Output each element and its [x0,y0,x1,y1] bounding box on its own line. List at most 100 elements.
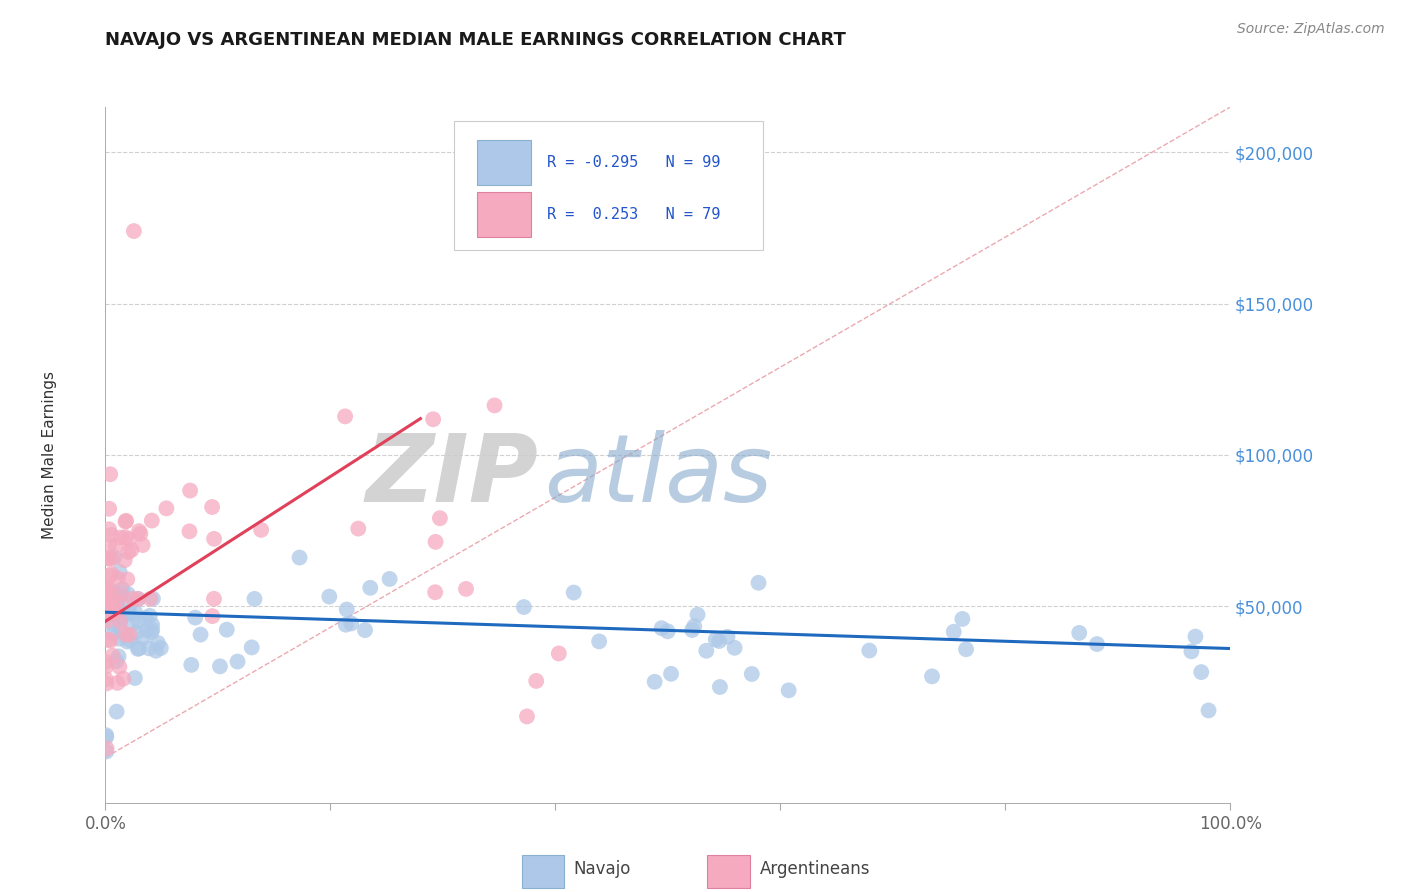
Point [97,601,120,615]
Point [422,412,444,426]
Point [98,522,121,536]
Point [588,634,610,648]
Point [921,669,943,683]
Point [101,605,124,619]
Point [425,534,447,549]
Point [141,625,163,640]
Point [103,550,125,565]
Point [333,409,356,424]
Point [955,642,977,657]
Point [110,623,132,637]
Point [131,538,153,552]
FancyBboxPatch shape [477,140,530,186]
Point [202,532,225,546]
Point [359,581,381,595]
Point [94,599,117,614]
Text: atlas: atlas [544,430,772,521]
Point [96,595,118,609]
Point [709,680,731,694]
Point [114,553,136,567]
Point [716,630,738,644]
Point [562,585,585,599]
Point [138,608,160,623]
Point [100,566,122,581]
Point [94,580,117,594]
Point [100,599,122,613]
Point [110,615,132,629]
Point [112,672,135,686]
Text: R =  0.253   N = 79: R = 0.253 N = 79 [547,207,721,222]
Point [1085,637,1108,651]
Point [100,633,122,648]
Point [105,594,128,608]
Point [101,600,124,615]
Point [101,648,124,663]
Point [96,585,118,599]
Point [96,598,118,612]
Point [120,543,142,558]
Point [111,605,134,619]
Point [98,596,121,610]
Point [110,531,132,545]
Point [111,582,134,596]
Point [659,666,682,681]
Point [94,594,117,608]
Point [288,550,311,565]
Point [127,641,149,656]
Point [107,676,129,690]
Point [105,605,128,619]
Text: Navajo: Navajo [574,860,631,878]
Point [425,585,447,599]
FancyBboxPatch shape [477,193,530,237]
Point [101,600,124,615]
Point [651,621,673,635]
Point [136,624,159,638]
Point [110,586,132,600]
Point [858,643,880,657]
Point [107,572,129,586]
Point [681,623,703,637]
Point [340,616,363,631]
Point [128,524,150,538]
Point [117,634,139,648]
Point [98,467,121,482]
Point [741,667,763,681]
Point [107,649,129,664]
Point [134,611,156,625]
Point [202,591,225,606]
Text: Median Male Earnings: Median Male Earnings [42,371,56,539]
Point [98,607,121,622]
Point [145,644,167,658]
Point [100,528,122,542]
Point [657,624,679,639]
Point [335,617,357,632]
Point [429,511,451,525]
Point [97,632,120,647]
Point [709,634,731,648]
Point [121,591,143,606]
Point [105,595,128,609]
Point [118,607,141,621]
Point [101,591,124,606]
Point [94,614,117,628]
Point [644,674,666,689]
Point [117,587,139,601]
Point [138,641,160,656]
Point [104,540,127,554]
Point [318,590,340,604]
Text: Source: ZipAtlas.com: Source: ZipAtlas.com [1237,22,1385,37]
Point [201,500,224,514]
Point [98,538,121,552]
Point [155,501,177,516]
Point [101,586,124,600]
Point [108,632,131,646]
Point [179,483,201,498]
Point [226,655,249,669]
Point [190,627,212,641]
Point [98,568,121,582]
Point [149,641,172,656]
Point [108,660,131,674]
Point [141,617,163,632]
Point [1069,626,1091,640]
Point [108,565,131,579]
